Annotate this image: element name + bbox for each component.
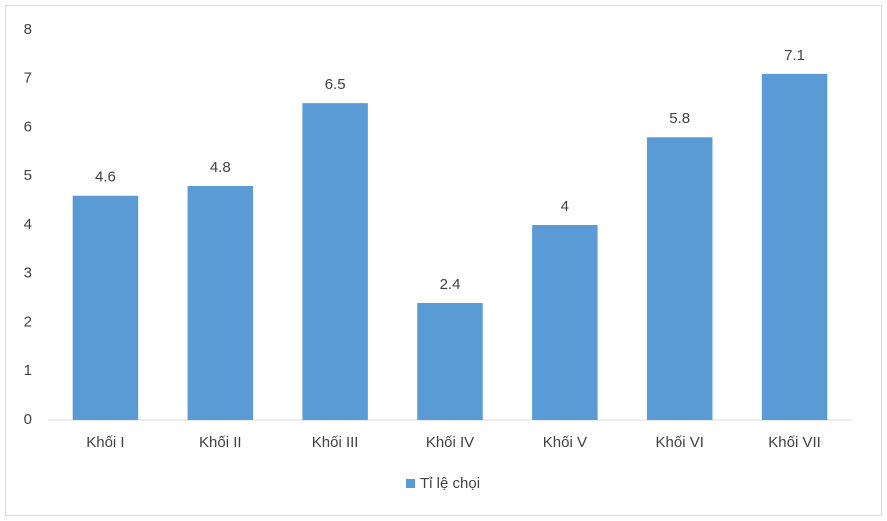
bar [532,225,598,420]
x-tick-label: Khối VII [768,434,821,451]
data-label: 6.5 [325,76,346,93]
chart-border [5,5,882,516]
y-tick-label: 0 [24,411,32,428]
y-tick-label: 8 [24,21,32,38]
data-label: 4.6 [95,169,116,186]
bar [646,137,713,420]
data-label: 2.4 [440,276,461,293]
data-label: 5.8 [669,110,690,127]
bar [761,73,828,420]
y-tick-label: 2 [24,313,32,330]
legend-label: Tỉ lệ chọi [420,475,480,492]
x-tick-label: Khối IV [426,434,474,451]
y-tick-label: 1 [24,362,32,379]
x-tick-label: Khối III [312,434,359,451]
y-tick-label: 7 [24,70,32,87]
y-tick-label: 6 [24,118,32,135]
x-tick-label: Khối V [543,434,587,451]
bar [302,103,368,420]
bar [417,303,483,420]
bar [187,186,254,420]
x-tick-label: Khối VI [656,434,704,451]
y-tick-label: 5 [24,167,32,184]
y-tick-label: 3 [24,265,32,282]
data-label: 4 [561,198,569,215]
x-tick-label: Khối I [86,434,124,451]
data-label: 7.1 [784,47,805,64]
x-tick-label: Khối II [199,434,242,451]
y-tick-label: 4 [24,216,32,233]
legend-swatch [406,479,415,488]
data-label: 4.8 [210,159,231,176]
bar [72,195,139,420]
